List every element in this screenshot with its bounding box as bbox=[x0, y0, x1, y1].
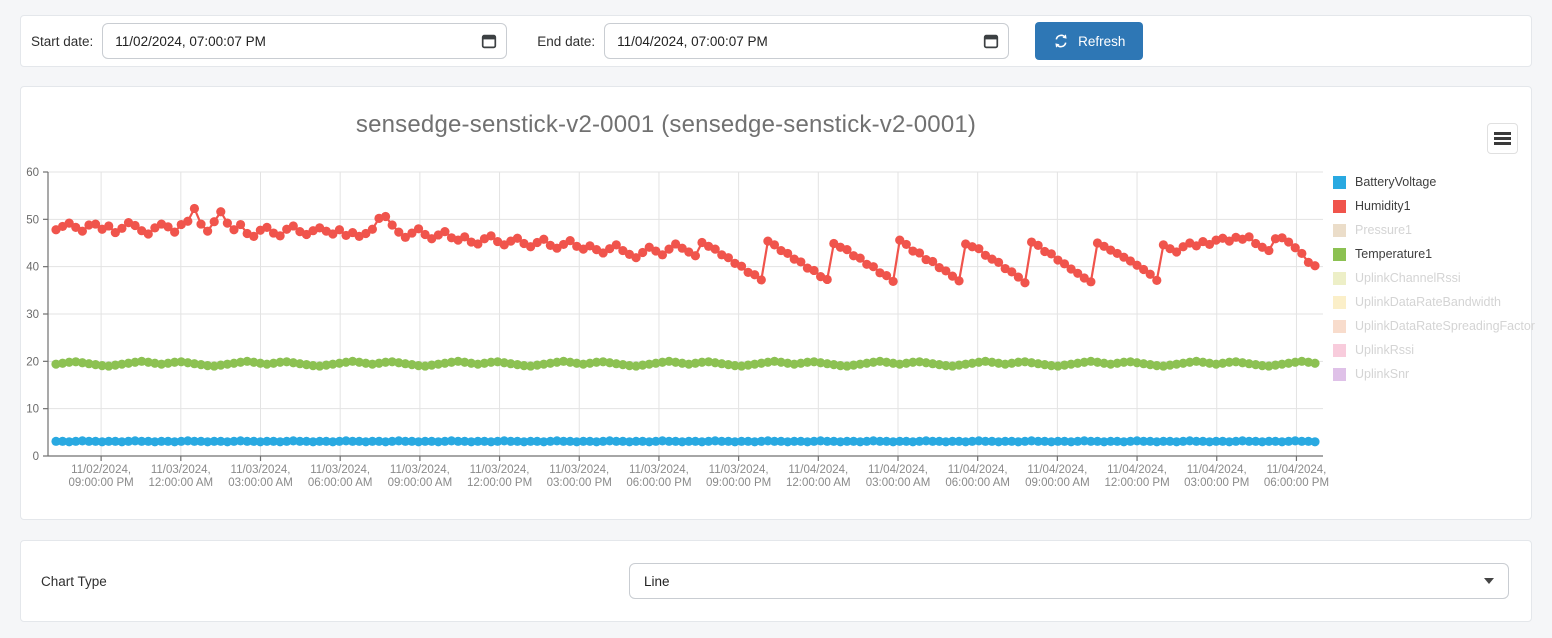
legend-swatch bbox=[1333, 247, 1346, 261]
legend-label: UplinkDataRateBandwidth bbox=[1355, 295, 1501, 309]
legend-swatch bbox=[1333, 271, 1346, 285]
legend-label: BatteryVoltage bbox=[1355, 175, 1437, 189]
legend-swatch bbox=[1333, 295, 1346, 309]
refresh-icon bbox=[1053, 33, 1069, 49]
legend-swatch bbox=[1333, 343, 1346, 357]
legend-item-Humidity1[interactable]: Humidity1 bbox=[1333, 199, 1535, 213]
legend-item-UplinkRssi[interactable]: UplinkRssi bbox=[1333, 343, 1535, 357]
legend-swatch bbox=[1333, 199, 1346, 213]
start-date-field bbox=[102, 23, 508, 59]
chart-menu-button[interactable] bbox=[1487, 123, 1518, 154]
start-date-label: Start date: bbox=[31, 33, 94, 49]
chart-type-label: Chart Type bbox=[41, 573, 107, 589]
legend-label: Humidity1 bbox=[1355, 199, 1411, 213]
svg-text:11/04/2024,06:00:00 PM: 11/04/2024, 06:00:00 PM bbox=[1264, 464, 1329, 489]
chart-card: sensedge-senstick-v2-0001 (sensedge-sens… bbox=[20, 86, 1535, 520]
legend-label: Pressure1 bbox=[1355, 223, 1412, 237]
chart-row: 0 10 20 30 40 50 60 11/02/2024, 09:00:00 PM 11/03… bbox=[21, 158, 1535, 508]
svg-text:11/04/2024,06:00:00 AM: 11/04/2024, 06:00:00 AM bbox=[945, 464, 1010, 489]
legend-item-BatteryVoltage[interactable]: BatteryVoltage bbox=[1333, 175, 1535, 189]
svg-text:60: 60 bbox=[26, 167, 39, 179]
legend-item-UplinkChannelRssi[interactable]: UplinkChannelRssi bbox=[1333, 271, 1535, 285]
legend-item-UplinkDataRateSpreadingFactor[interactable]: UplinkDataRateSpreadingFactor bbox=[1333, 319, 1535, 333]
legend-swatch bbox=[1333, 175, 1346, 189]
calendar-icon[interactable] bbox=[480, 32, 498, 50]
legend-label: UplinkChannelRssi bbox=[1355, 271, 1461, 285]
legend-item-UplinkSnr[interactable]: UplinkSnr bbox=[1333, 367, 1535, 381]
legend-swatch bbox=[1333, 223, 1346, 237]
svg-text:30: 30 bbox=[26, 309, 39, 321]
legend-label: UplinkSnr bbox=[1355, 367, 1410, 381]
end-date-input[interactable] bbox=[604, 23, 1010, 59]
chart-type-select[interactable]: Line bbox=[629, 563, 1509, 599]
end-date-field bbox=[604, 23, 1010, 59]
legend-label: UplinkRssi bbox=[1355, 343, 1415, 357]
svg-text:50: 50 bbox=[26, 214, 39, 226]
svg-text:20: 20 bbox=[26, 356, 39, 368]
calendar-icon[interactable] bbox=[982, 32, 1000, 50]
chart-plot: 0 10 20 30 40 50 60 11/02/2024, 09:00:00 PM 11/03… bbox=[26, 167, 1329, 489]
start-date-input[interactable] bbox=[102, 23, 508, 59]
chart-type-bar: Chart Type Line bbox=[20, 540, 1532, 622]
legend-label: Temperature1 bbox=[1355, 247, 1433, 261]
end-date-label: End date: bbox=[537, 33, 596, 49]
svg-text:11/04/2024,09:00:00 AM: 11/04/2024, 09:00:00 AM bbox=[1025, 464, 1090, 489]
svg-text:11/04/2024,12:00:00 PM: 11/04/2024, 12:00:00 PM bbox=[1104, 464, 1169, 489]
legend-item-Temperature1[interactable]: Temperature1 bbox=[1333, 247, 1535, 261]
chart-legend: BatteryVoltage Humidity1 Pressure1 Temperat… bbox=[1333, 158, 1535, 508]
hamburger-icon bbox=[1494, 130, 1511, 148]
svg-text:0: 0 bbox=[33, 451, 39, 463]
legend-swatch bbox=[1333, 367, 1346, 381]
legend-label: UplinkDataRateSpreadingFactor bbox=[1355, 319, 1535, 333]
refresh-button[interactable]: Refresh bbox=[1035, 22, 1144, 60]
svg-text:11/03/2024,09:00:00 AM: 11/03/2024, 09:00:00 AM bbox=[388, 464, 453, 489]
svg-text:11/02/2024,09:00:00 PM: 11/02/2024, 09:00:00 PM bbox=[69, 464, 134, 489]
svg-text:11/03/2024,06:00:00 PM: 11/03/2024, 06:00:00 PM bbox=[626, 464, 691, 489]
svg-text:11/03/2024,09:00:00 PM: 11/03/2024, 09:00:00 PM bbox=[706, 464, 771, 489]
legend-item-UplinkDataRateBandwidth[interactable]: UplinkDataRateBandwidth bbox=[1333, 295, 1535, 309]
chevron-down-icon bbox=[1484, 578, 1494, 584]
svg-text:11/04/2024,03:00:00 PM: 11/04/2024, 03:00:00 PM bbox=[1184, 464, 1249, 489]
svg-text:11/04/2024,03:00:00 AM: 11/04/2024, 03:00:00 AM bbox=[866, 464, 931, 489]
date-range-toolbar: Start date: End date: Ref bbox=[20, 15, 1532, 67]
svg-text:11/03/2024,12:00:00 AM: 11/03/2024, 12:00:00 AM bbox=[149, 464, 214, 489]
chart-title: sensedge-senstick-v2-0001 (sensedge-sens… bbox=[355, 111, 977, 138]
svg-text:40: 40 bbox=[26, 262, 39, 274]
svg-text:11/04/2024,12:00:00 AM: 11/04/2024, 12:00:00 AM bbox=[786, 464, 851, 489]
legend-item-Pressure1[interactable]: Pressure1 bbox=[1333, 223, 1535, 237]
refresh-label: Refresh bbox=[1078, 33, 1126, 49]
svg-text:10: 10 bbox=[26, 404, 39, 416]
svg-text:11/03/2024,03:00:00 AM: 11/03/2024, 03:00:00 AM bbox=[228, 464, 293, 489]
svg-text:11/03/2024,12:00:00 PM: 11/03/2024, 12:00:00 PM bbox=[467, 464, 532, 489]
legend-swatch bbox=[1333, 319, 1346, 333]
svg-text:11/03/2024,03:00:00 PM: 11/03/2024, 03:00:00 PM bbox=[547, 464, 612, 489]
chart-type-value: Line bbox=[644, 573, 670, 589]
svg-text:11/03/2024,06:00:00 AM: 11/03/2024, 06:00:00 AM bbox=[308, 464, 373, 489]
